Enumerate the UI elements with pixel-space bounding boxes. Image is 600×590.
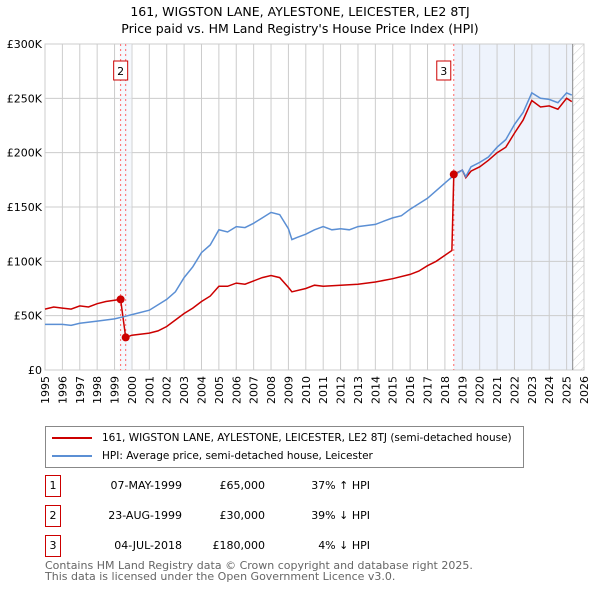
sale-hpi-diff: 39% ↓ HPI [311, 509, 370, 522]
x-tick-label: 2020 [474, 376, 487, 404]
x-tick-label: 2022 [508, 376, 521, 404]
chart-subtitle: Price paid vs. HM Land Registry's House … [121, 21, 479, 36]
x-tick-label: 2013 [352, 376, 365, 404]
series-line-hpi [45, 91, 573, 327]
x-tick-label: 2018 [439, 376, 452, 404]
x-tick-label: 2006 [230, 376, 243, 404]
x-tick-label: 2010 [300, 376, 313, 404]
footer: Contains HM Land Registry data © Crown c… [45, 560, 473, 582]
x-tick-label: 2017 [422, 376, 435, 404]
x-tick-label: 2012 [335, 376, 348, 404]
x-tick-label: 2019 [456, 376, 469, 404]
x-tick-label: 2004 [195, 376, 208, 404]
sale-price: £65,000 [219, 479, 266, 492]
sale-point [116, 295, 125, 304]
x-tick-label: 2014 [369, 376, 382, 404]
x-tick-label: 1998 [91, 376, 104, 404]
x-tick-label: 2009 [282, 376, 295, 404]
sale-marker-label: 2 [117, 65, 124, 78]
y-tick-label: £200K [7, 147, 43, 160]
chart-title: 161, WIGSTON LANE, AYLESTONE, LEICESTER,… [130, 4, 470, 19]
sale-number: 3 [45, 535, 61, 557]
y-tick-label: £50K [14, 310, 43, 323]
legend-item-hpi: HPI: Average price, semi-detached house,… [52, 448, 373, 464]
sale-date: 04-JUL-2018 [114, 539, 182, 552]
sale-marker-box [436, 60, 452, 81]
x-tick-label: 2025 [561, 376, 574, 404]
x-tick-label: 2002 [161, 376, 174, 404]
sale-row: 2 23-AUG-1999 £30,000 39% ↓ HPI [45, 505, 445, 527]
legend-swatch-hpi [52, 455, 92, 457]
x-tick-label: 2000 [126, 376, 139, 404]
sale-point [121, 333, 130, 342]
y-tick-label: £250K [7, 92, 43, 105]
sale-shading [124, 44, 132, 370]
x-tick-label: 2008 [265, 376, 278, 404]
footer-line-2: This data is licensed under the Open Gov… [45, 570, 396, 583]
x-tick-label: 1999 [109, 376, 122, 404]
x-tick-label: 2015 [387, 376, 400, 404]
sale-point [449, 170, 458, 179]
x-tick-label: 2024 [543, 376, 556, 404]
x-tick-label: 2016 [404, 376, 417, 404]
sale-hpi-diff: 37% ↑ HPI [311, 479, 370, 492]
sale-date: 07-MAY-1999 [110, 479, 182, 492]
x-tick-label: 2003 [178, 376, 191, 404]
legend-item-property: 161, WIGSTON LANE, AYLESTONE, LEICESTER,… [52, 430, 512, 446]
legend-swatch-property [52, 437, 92, 439]
sale-price: £30,000 [219, 509, 266, 522]
sale-number: 2 [45, 505, 61, 527]
y-tick-label: £150K [7, 201, 43, 214]
y-tick-label: £300K [7, 38, 43, 51]
legend-label-property: 161, WIGSTON LANE, AYLESTONE, LEICESTER,… [102, 432, 512, 444]
x-tick-label: 2007 [248, 376, 261, 404]
legend: 161, WIGSTON LANE, AYLESTONE, LEICESTER,… [45, 426, 524, 468]
x-tick-label: 1997 [74, 376, 87, 404]
y-tick-label: £100K [7, 255, 43, 268]
sale-date: 23-AUG-1999 [108, 509, 182, 522]
x-tick-label: 2023 [526, 376, 539, 404]
x-tick-label: 2005 [213, 376, 226, 404]
x-tick-label: 2026 [578, 376, 591, 404]
x-tick-label: 1996 [56, 376, 69, 404]
x-tick-label: 2001 [143, 376, 156, 404]
sale-shading [119, 44, 127, 370]
price-chart: 1995 1996 1997 1998 1999 2000 2001 2002 2003 2004… [7, 38, 591, 404]
sale-marker-box [113, 60, 129, 81]
sale-price: £180,000 [212, 539, 266, 552]
y-tick-label: £0 [28, 364, 42, 377]
footer-line-1: Contains HM Land Registry data © Crown c… [45, 559, 473, 572]
x-tick-label: 2011 [317, 376, 330, 404]
x-tick-label: 1995 [39, 376, 52, 404]
legend-label-hpi: HPI: Average price, semi-detached house,… [102, 450, 373, 462]
sale-row: 1 07-MAY-1999 £65,000 37% ↑ HPI [45, 475, 445, 497]
sale-marker-label: 3 [440, 65, 447, 78]
sale-number: 1 [45, 475, 61, 497]
sale-row: 3 04-JUL-2018 £180,000 4% ↓ HPI [45, 535, 445, 557]
x-tick-label: 2021 [491, 376, 504, 404]
sale-hpi-diff: 4% ↓ HPI [318, 539, 370, 552]
